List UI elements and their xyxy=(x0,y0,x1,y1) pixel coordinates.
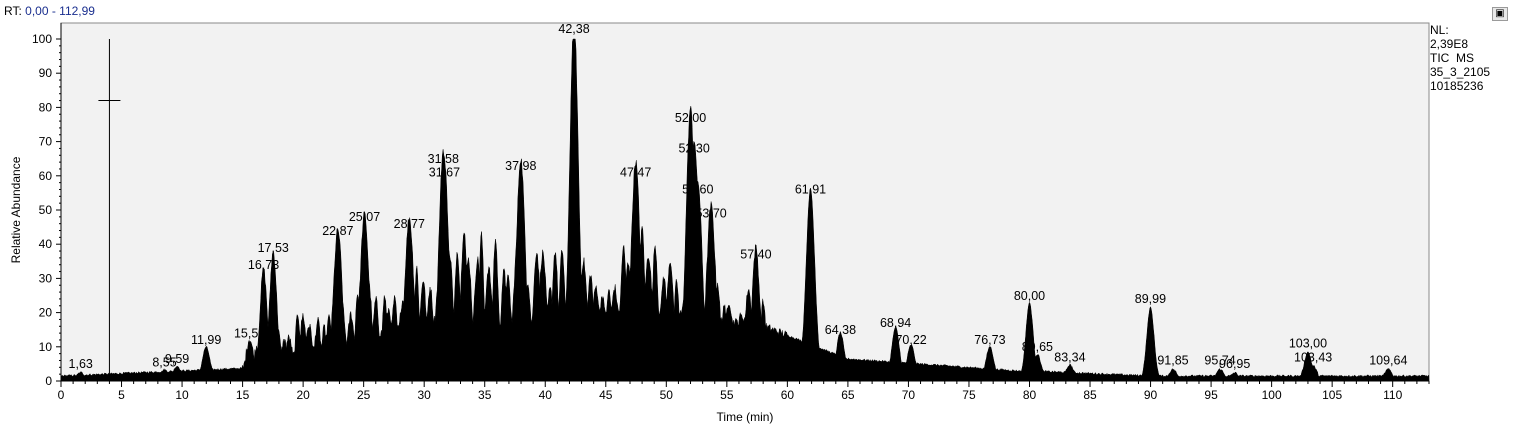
y-tick-label: 70 xyxy=(39,135,53,149)
peak-label: 61,91 xyxy=(795,183,826,197)
peak-label: 31,67 xyxy=(429,166,460,180)
pin-button[interactable]: ▣ xyxy=(1492,7,1508,21)
x-tick-label: 35 xyxy=(478,388,492,402)
cursor-marker xyxy=(98,39,121,381)
x-tick-label: 110 xyxy=(1383,388,1402,402)
y-tick-label: 0 xyxy=(45,374,52,388)
nl-value: 2,39E8 xyxy=(1430,37,1469,51)
trace-layer xyxy=(60,38,1430,382)
peak-label: 70,22 xyxy=(895,333,926,347)
peak-label: 91,85 xyxy=(1157,354,1188,368)
x-tick-label: 75 xyxy=(962,388,976,402)
x-tick-label: 100 xyxy=(1262,388,1282,402)
x-tick-label: 45 xyxy=(599,388,613,402)
rt-range-header: RT: 0,00 - 112,99 xyxy=(4,4,95,18)
peak-label: 53,70 xyxy=(695,207,726,221)
x-tick-label: 20 xyxy=(296,388,310,402)
x-tick-label: 80 xyxy=(1023,388,1037,402)
nl-label: NL: xyxy=(1430,23,1449,37)
peak-label: 64,38 xyxy=(825,323,856,337)
axes-layer: 0 5 10 15 20 25 30 35 40 45 50 55 60 65 70 75 80 85 90 95 10… xyxy=(32,23,1430,402)
x-tick-label: 30 xyxy=(418,388,432,402)
x-tick-label: 25 xyxy=(357,388,371,402)
peak-label: 52,00 xyxy=(675,111,706,125)
peak-label: 83,34 xyxy=(1054,350,1085,364)
x-tick-label: 95 xyxy=(1204,388,1218,402)
peak-label: 22,87 xyxy=(322,224,353,238)
y-tick-label: 10 xyxy=(39,340,53,354)
peak-label: 25,07 xyxy=(349,210,380,224)
y-tick-label: 100 xyxy=(32,32,52,46)
peak-label: 76,73 xyxy=(974,333,1005,347)
peak-label: 47,47 xyxy=(620,166,651,180)
peak-label: 96,95 xyxy=(1219,357,1250,371)
peak-label: 16,73 xyxy=(248,258,279,272)
x-tick-label: 40 xyxy=(539,388,553,402)
y-axis-title: Relative Abundance xyxy=(9,156,23,263)
peak-label: 52,60 xyxy=(682,183,713,197)
y-tick-label: 40 xyxy=(39,237,53,251)
rt-range-value: 0,00 - 112,99 xyxy=(25,4,95,18)
peak-label: 37,98 xyxy=(505,159,536,173)
y-tick-label: 60 xyxy=(39,169,53,183)
peak-label: 9,59 xyxy=(165,352,189,366)
peak-label: 1,63 xyxy=(69,357,93,371)
scan-type: TIC MS xyxy=(1430,51,1474,65)
peak-label: 11,99 xyxy=(191,333,221,347)
peak-label: 31,58 xyxy=(428,152,459,166)
y-tick-label: 90 xyxy=(39,66,53,80)
tic-trace xyxy=(60,38,1430,382)
y-tick-label: 30 xyxy=(39,271,53,285)
x-tick-label: 90 xyxy=(1144,388,1158,402)
x-tick-label: 70 xyxy=(902,388,916,402)
x-tick-label: 105 xyxy=(1322,388,1342,402)
peak-label: 89,99 xyxy=(1135,292,1166,306)
y-tick-label: 20 xyxy=(39,306,53,320)
peak-label: 80,65 xyxy=(1022,340,1053,354)
x-tick-label: 65 xyxy=(841,388,855,402)
peak-label: 42,38 xyxy=(558,22,589,36)
x-tick-label: 85 xyxy=(1083,388,1097,402)
peak-label: 57,40 xyxy=(740,248,771,262)
x-tick-label: 15 xyxy=(236,388,250,402)
scan-info-panel: NL: 2,39E8 TIC MS 35_3_2105 10185236 xyxy=(1430,23,1490,93)
file-id: 10185236 xyxy=(1430,79,1484,93)
x-tick-label: 55 xyxy=(720,388,734,402)
peak-label: 95,74 xyxy=(1204,354,1235,368)
x-axis-title: Time (min) xyxy=(717,410,774,424)
y-tick-label: 80 xyxy=(39,100,53,114)
peak-label: 17,53 xyxy=(258,241,289,255)
pin-icon: ▣ xyxy=(1495,8,1505,19)
x-tick-label: 0 xyxy=(58,388,65,402)
y-tick-label: 50 xyxy=(39,203,53,217)
peak-label: 103,00 xyxy=(1289,337,1327,351)
peak-label: 80,00 xyxy=(1014,289,1045,303)
peak-label: 15,58 xyxy=(234,326,265,340)
peak-label: 28,77 xyxy=(394,217,425,231)
x-tick-label: 50 xyxy=(660,388,674,402)
peak-label: 68,94 xyxy=(880,316,911,330)
peak-label: 103,43 xyxy=(1294,350,1332,364)
peak-label: 52,30 xyxy=(679,142,710,156)
rt-label: RT: xyxy=(4,4,22,18)
peak-label: 8,55 xyxy=(152,355,176,369)
file-name: 35_3_2105 xyxy=(1430,65,1491,79)
x-tick-label: 60 xyxy=(781,388,795,402)
x-tick-label: 5 xyxy=(118,388,125,402)
x-tick-label: 10 xyxy=(175,388,189,402)
peak-label: 109,64 xyxy=(1369,354,1407,368)
